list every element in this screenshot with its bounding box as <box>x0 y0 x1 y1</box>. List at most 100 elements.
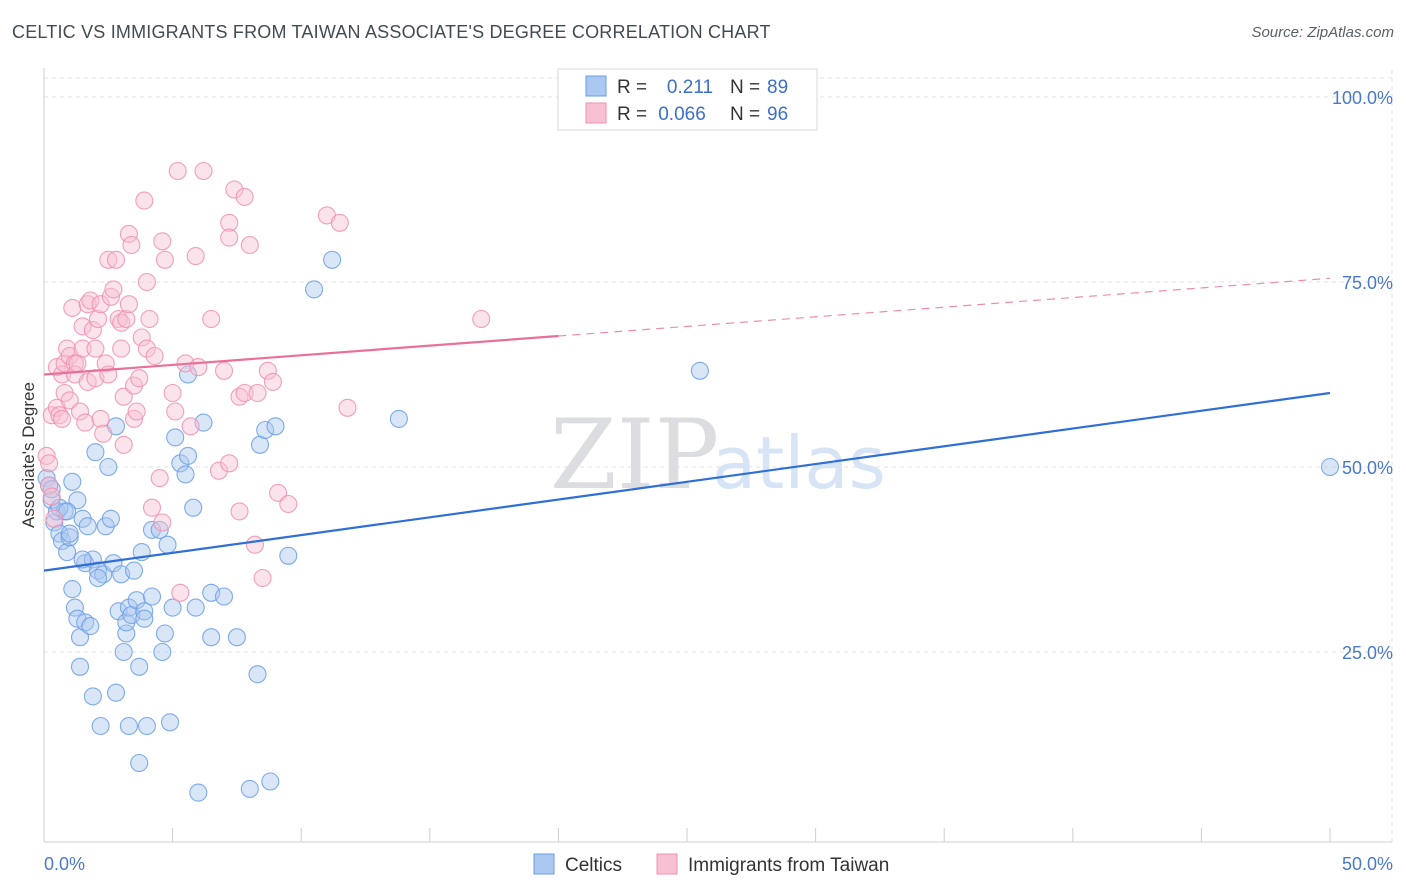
taiwan-point-23 <box>76 413 95 432</box>
y-tick-label-3: 100.0% <box>1332 88 1393 108</box>
celtics-point-55 <box>163 598 182 617</box>
celtics-point-53 <box>158 535 177 554</box>
taiwan-point-85 <box>248 383 267 403</box>
celtics-point-40 <box>119 716 138 736</box>
taiwan-point-92 <box>330 213 349 232</box>
celtics-point-70 <box>248 665 267 684</box>
legend-n-value-1: 96 <box>767 104 788 125</box>
taiwan-point-95 <box>220 228 239 247</box>
celtics-point-26 <box>91 716 110 736</box>
taiwan-point-73 <box>202 309 221 329</box>
y-tick-label-0: 25.0% <box>1342 643 1393 663</box>
celtics-point-76 <box>305 280 324 299</box>
taiwan-point-38 <box>104 280 123 299</box>
taiwan-point-63 <box>155 250 174 269</box>
taiwan-point-1 <box>40 454 59 473</box>
taiwan-point-47 <box>119 224 138 243</box>
taiwan-point-71 <box>189 358 208 377</box>
legend-r-label-0: R = <box>617 77 647 98</box>
celtics-point-21 <box>81 617 100 636</box>
celtics-point-42 <box>124 561 144 580</box>
taiwan-point-54 <box>135 191 154 210</box>
taiwan-point-26 <box>81 291 100 310</box>
taiwan-point-57 <box>140 309 159 329</box>
x-tick-label-0: 0.0% <box>44 854 85 874</box>
celtics-point-52 <box>155 624 174 643</box>
taiwan-point-32 <box>91 409 110 428</box>
celtics-point-67 <box>214 587 234 606</box>
taiwan-point-45 <box>117 309 136 329</box>
taiwan-point-43 <box>114 387 133 406</box>
bottom-legend: Celtics Immigrants from Taiwan <box>533 853 889 876</box>
series-celtics-points <box>37 250 1340 802</box>
celtics-point-10 <box>63 580 82 599</box>
celtics-point-0 <box>37 469 56 488</box>
taiwan-point-59 <box>145 346 164 366</box>
legend-swatch-celtics <box>585 75 607 97</box>
y-tick-labels: 25.0% 50.0% 75.0% 100.0% <box>1332 88 1393 663</box>
taiwan-point-82 <box>235 187 254 206</box>
celtics-point-29 <box>99 457 118 477</box>
taiwan-point-88 <box>263 372 282 391</box>
taiwan-point-79 <box>230 502 249 521</box>
taiwan-point-20 <box>70 402 90 421</box>
celtics-point-49 <box>142 520 162 539</box>
taiwan-point-49 <box>124 409 144 428</box>
watermark-atlas: atlas <box>712 421 886 505</box>
legend-r-value-0: 0.211 <box>667 77 713 98</box>
y-axis-title: Associate's Degree <box>19 382 38 528</box>
celtics-point-56 <box>166 428 185 447</box>
taiwan-point-5 <box>45 509 64 528</box>
taiwan-point-61 <box>153 513 172 532</box>
taiwan-point-69 <box>181 417 200 436</box>
trend-line-taiwan-solid <box>43 334 559 376</box>
taiwan-point-87 <box>258 361 277 380</box>
taiwan-point-77 <box>220 213 239 232</box>
taiwan-point-83 <box>240 235 259 255</box>
celtics-point-48 <box>137 716 156 736</box>
celtics-point-8 <box>58 543 77 562</box>
taiwan-point-94 <box>472 309 491 329</box>
taiwan-point-3 <box>42 487 61 506</box>
taiwan-point-22 <box>73 317 92 336</box>
celtics-point-83 <box>60 524 79 543</box>
trend-lines <box>43 277 1331 572</box>
taiwan-point-67 <box>171 583 190 602</box>
taiwan-point-31 <box>91 295 110 314</box>
celtics-point-33 <box>106 683 126 702</box>
legend-n-value-0: 89 <box>767 77 788 98</box>
source-label: Source: ZipAtlas.com <box>1251 24 1394 41</box>
top-legend: R = 0.211 N = 89 R = 0.066 N = 96 <box>557 68 818 131</box>
taiwan-point-65 <box>166 402 185 421</box>
celtics-point-54 <box>160 713 180 732</box>
bottom-legend-swatch-taiwan <box>656 853 678 875</box>
celtics-point-30 <box>101 509 120 528</box>
taiwan-point-76 <box>220 454 239 473</box>
celtics-point-60 <box>178 365 198 384</box>
gridlines <box>44 70 1393 842</box>
taiwan-point-75 <box>214 361 234 380</box>
taiwan-point-30 <box>88 309 108 329</box>
celtics-point-86 <box>142 587 162 606</box>
taiwan-point-39 <box>106 250 126 269</box>
taiwan-point-56 <box>137 272 156 292</box>
celtics-point-61 <box>184 498 203 517</box>
celtics-point-62 <box>186 598 205 617</box>
taiwan-point-58 <box>142 498 162 517</box>
celtics-point-79 <box>690 361 709 380</box>
celtics-point-44 <box>130 753 149 773</box>
celtics-point-69 <box>240 779 259 798</box>
legend-r-label-1: R = <box>617 104 647 125</box>
taiwan-point-2 <box>40 476 59 495</box>
celtics-point-59 <box>178 446 198 465</box>
series-taiwan-points <box>37 161 491 602</box>
y-tick-label-2: 75.0% <box>1342 273 1393 293</box>
watermark: ZIP atlas <box>550 399 886 511</box>
celtics-point-63 <box>189 783 208 802</box>
celtics-point-68 <box>227 628 246 647</box>
taiwan-point-90 <box>279 494 298 514</box>
bottom-legend-label-celtics: Celtics <box>565 855 622 876</box>
taiwan-point-48 <box>122 235 141 255</box>
celtics-point-72 <box>256 420 275 440</box>
